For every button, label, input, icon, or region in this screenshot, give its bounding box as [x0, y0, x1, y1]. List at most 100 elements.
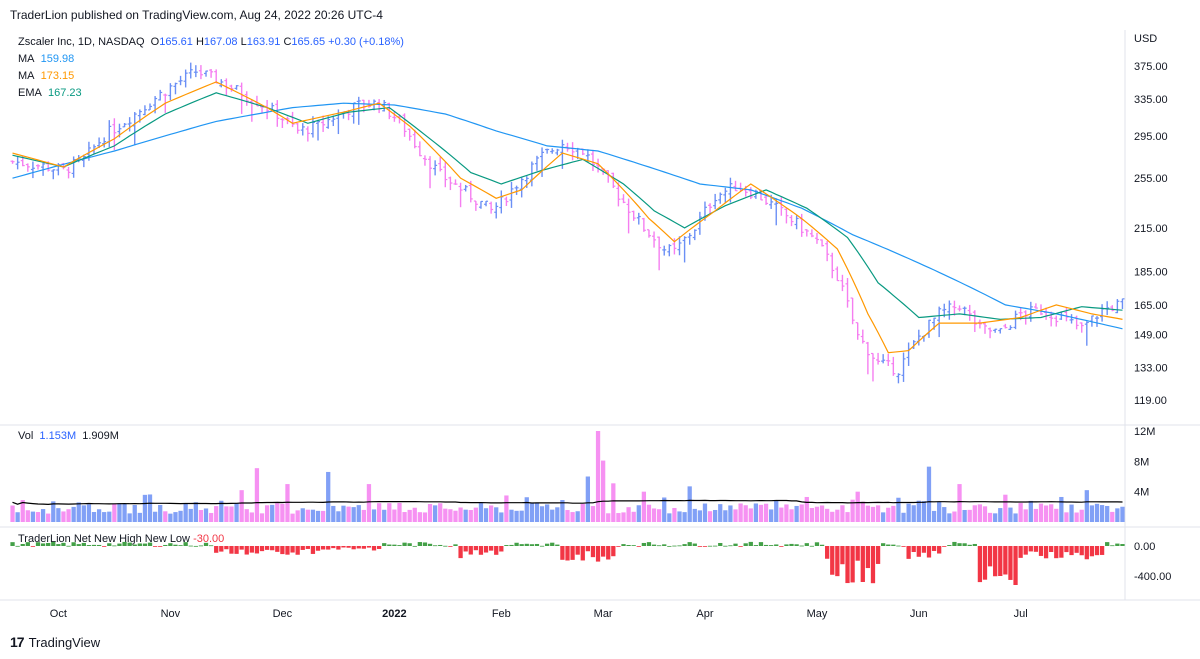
volume-bar: [46, 513, 51, 522]
nnhl-bar: [366, 546, 372, 548]
nnhl-bar: [835, 546, 840, 577]
volume-legend: Vol 1.153M 1.909M: [18, 430, 119, 442]
volume-bar: [595, 431, 601, 522]
nnhl-bar: [758, 542, 764, 546]
volume-bar: [1023, 509, 1028, 522]
volume-bar: [865, 505, 871, 522]
volume-bar: [438, 503, 443, 522]
volume-bar: [214, 506, 219, 522]
volume-bar: [193, 502, 198, 522]
nnhl-bar: [376, 546, 382, 549]
nnhl-bar: [96, 544, 102, 546]
volume-bar: [906, 503, 911, 522]
nnhl-bar: [402, 542, 407, 546]
nnhl-bar: [15, 545, 20, 547]
nnhl-bar: [1120, 544, 1125, 546]
volume-bar: [188, 508, 193, 522]
nnhl-bar: [544, 543, 550, 546]
nnhl-bar: [300, 546, 305, 550]
nnhl-bar: [91, 544, 97, 546]
nnhl-bar: [662, 544, 667, 546]
ema21-legend: EMA 167.23: [18, 87, 82, 99]
volume-bar: [1084, 490, 1089, 522]
volume-bar: [488, 505, 494, 522]
volume-bar: [799, 504, 804, 522]
nnhl-legend: TraderLion Net New High New Low -30.00: [18, 533, 225, 545]
volume-bar: [769, 509, 774, 522]
volume-bar: [774, 500, 779, 522]
nnhl-bar: [1099, 546, 1105, 555]
nnhl-bar: [753, 545, 759, 546]
volume-bar: [845, 512, 850, 522]
nnhl-bar: [203, 542, 209, 546]
volume-bar: [758, 504, 764, 522]
nnhl-bar: [478, 546, 484, 555]
nnhl-bar: [814, 542, 820, 546]
volume-bar: [835, 509, 840, 522]
volume-bar: [173, 512, 178, 522]
volume-bar: [35, 512, 41, 522]
nnhl-bar: [483, 546, 489, 553]
volume-bar: [840, 505, 845, 522]
volume-bar: [1008, 507, 1013, 522]
nnhl-bar: [1038, 546, 1044, 556]
volume-bar: [178, 510, 183, 522]
nnhl-bar: [631, 545, 636, 546]
nnhl-bar: [239, 546, 244, 550]
nnhl-bar: [886, 544, 891, 546]
tradingview-logo[interactable]: 17 TradingView: [10, 634, 100, 650]
nnhl-bar: [1079, 546, 1084, 556]
volume-bar: [575, 511, 580, 522]
currency-label: USD: [1134, 33, 1157, 45]
volume-bar: [473, 507, 478, 522]
nnhl-bar: [66, 545, 71, 547]
nnhl-bar: [71, 542, 76, 546]
volume-bar: [651, 508, 657, 522]
volume-bar: [152, 511, 158, 522]
volume-bar: [280, 503, 285, 522]
nnhl-bar: [952, 541, 957, 546]
volume-bar: [962, 509, 967, 522]
nnhl-bar: [677, 545, 682, 547]
volume-bar: [937, 501, 942, 522]
nnhl-bar: [1028, 546, 1033, 552]
volume-bar: [544, 504, 550, 522]
volume-bar: [728, 505, 733, 522]
nnhl-bar: [667, 545, 672, 547]
nnhl-bar: [1115, 543, 1120, 546]
nnhl-bar: [1089, 546, 1095, 557]
volume-bar: [351, 507, 356, 522]
volume-bar: [626, 507, 631, 522]
volume-bar: [870, 506, 876, 522]
volume-bar: [804, 496, 809, 522]
time-tick-label: May: [807, 608, 828, 620]
time-tick-label: Mar: [594, 608, 613, 620]
nnhl-bar: [458, 546, 463, 559]
nnhl-bar: [565, 546, 570, 561]
volume-bar: [998, 508, 1003, 522]
nnhl-bar: [1054, 546, 1059, 559]
nnhl-bar: [687, 542, 692, 546]
nnhl-bar: [1084, 546, 1089, 560]
nnhl-bar: [244, 546, 249, 555]
nnhl-bar: [1013, 546, 1018, 585]
nnhl-bar: [809, 545, 815, 547]
volume-bar: [71, 506, 76, 522]
nnhl-bar: [1069, 546, 1074, 556]
nnhl-bar: [1018, 546, 1023, 558]
volume-bar: [677, 511, 682, 522]
volume-bar: [1038, 503, 1044, 522]
nnhl-bar: [473, 546, 478, 551]
nnhl-bar: [1059, 546, 1064, 558]
volume-bar: [341, 505, 346, 522]
nnhl-bar: [651, 544, 657, 546]
volume-bar: [916, 500, 921, 522]
volume-bar: [1049, 504, 1054, 522]
nnhl-bar: [320, 546, 326, 550]
volume-bar: [499, 512, 504, 522]
volume-bar: [901, 512, 906, 522]
nnhl-bar: [957, 543, 962, 546]
nnhl-bar: [259, 546, 265, 552]
volume-bar: [112, 503, 117, 522]
